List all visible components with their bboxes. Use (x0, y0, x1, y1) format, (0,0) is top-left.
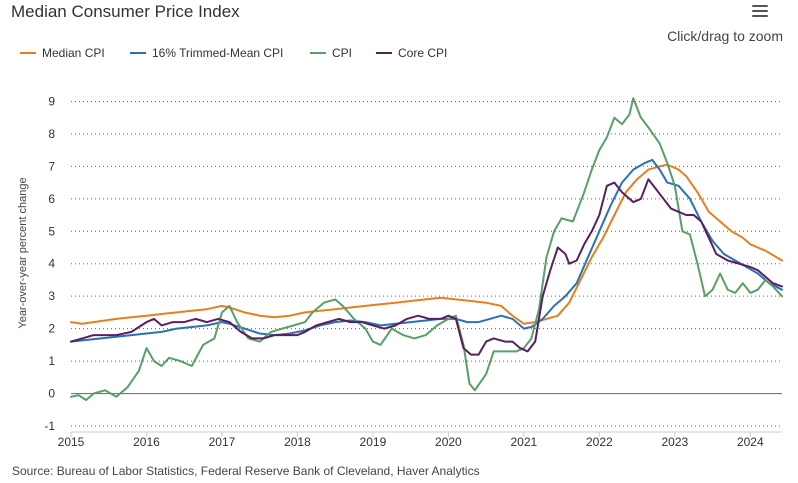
series-line-core-cpi (70, 178, 783, 356)
legend-swatch (376, 52, 392, 54)
x-tick-label: 2024 (737, 435, 764, 449)
series-lines (70, 97, 783, 401)
x-tick-label: 2016 (133, 435, 160, 449)
y-tick-label: 7 (48, 159, 55, 173)
y-tick-label: 9 (48, 94, 55, 108)
x-tick-label: 2022 (586, 435, 613, 449)
legend-swatch (20, 52, 36, 54)
y-tick-label: 0 (48, 387, 55, 401)
series-line-cpi (70, 97, 783, 401)
legend-swatch (310, 52, 326, 54)
legend-label: Core CPI (398, 46, 448, 60)
x-tick-label: 2018 (284, 435, 311, 449)
legend-label: CPI (332, 46, 353, 60)
chart-title: Median Consumer Price Index (11, 2, 240, 21)
y-tick-label: 3 (48, 289, 55, 303)
legend-item-cpi[interactable]: CPI (310, 46, 352, 60)
y-axis-title: Year-over-year percent change (17, 177, 29, 328)
y-tick-label: 1 (48, 354, 55, 368)
x-tick-label: 2021 (511, 435, 538, 449)
y-tick-label: 6 (48, 192, 55, 206)
x-tick-label: 2019 (360, 435, 387, 449)
x-tick-label: 2023 (661, 435, 688, 449)
y-tick-label: -1 (44, 419, 55, 433)
zoom-hint: Click/drag to zoom (667, 28, 783, 44)
legend-item-median-cpi[interactable]: Median CPI (20, 46, 105, 60)
y-tick-label: 8 (48, 127, 55, 141)
source-note: Source: Bureau of Labor Statistics, Fede… (12, 464, 480, 478)
grid-lines (71, 100, 782, 427)
legend-swatch (130, 52, 146, 54)
y-tick-label: 2 (48, 322, 55, 336)
legend-item-trimmed-mean-cpi[interactable]: 16% Trimmed-Mean CPI (130, 46, 283, 60)
legend-label: Median CPI (42, 46, 105, 60)
y-tick-label: 5 (48, 224, 55, 238)
legend-label: 16% Trimmed-Mean CPI (152, 46, 284, 60)
series-line-median-cpi (70, 163, 783, 325)
x-tick-label: 2015 (58, 435, 85, 449)
legend-item-core-cpi[interactable]: Core CPI (376, 46, 447, 60)
axes: -1 0 1 2 3 4 5 6 7 8 9 2015 2016 2017 2018 2019 2020 2021… (44, 94, 782, 449)
y-tick-label: 4 (48, 257, 55, 271)
menu-icon[interactable] (750, 2, 772, 22)
x-tick-label: 2020 (435, 435, 462, 449)
x-tick-label: 2017 (209, 435, 236, 449)
